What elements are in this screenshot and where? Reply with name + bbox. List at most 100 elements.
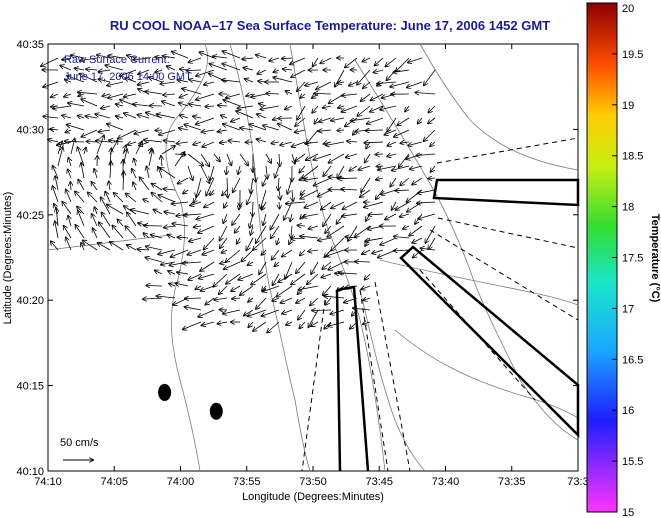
current-vector xyxy=(116,116,124,118)
current-vector xyxy=(392,201,397,210)
current-vector xyxy=(81,99,98,107)
current-vector xyxy=(338,178,358,179)
current-vector xyxy=(279,153,280,166)
current-vector xyxy=(278,177,279,190)
current-vector xyxy=(345,286,358,288)
current-vector xyxy=(342,214,358,216)
current-vector xyxy=(193,116,202,118)
current-vector xyxy=(295,153,306,161)
current-vector xyxy=(62,202,72,215)
current-vector xyxy=(223,213,228,223)
current-vector xyxy=(135,142,142,155)
current-vector xyxy=(396,190,410,191)
current-vector xyxy=(342,94,358,96)
current-vector xyxy=(138,115,150,119)
current-vector xyxy=(206,297,215,305)
current-vector xyxy=(84,148,86,155)
current-vector xyxy=(193,142,202,145)
current-vector xyxy=(377,166,384,167)
current-vector xyxy=(256,297,267,309)
current-vector xyxy=(151,235,163,239)
current-vector xyxy=(128,142,137,145)
current-vector xyxy=(329,153,345,163)
current-vector xyxy=(418,213,436,219)
colorbar-ticks: 20 19.5 19 18.5 18 17.5 17 16.5 16 15.5 15 xyxy=(612,2,643,518)
current-vector xyxy=(412,177,423,185)
current-vector xyxy=(133,104,150,106)
current-vector xyxy=(376,154,384,155)
current-vector xyxy=(51,94,59,97)
current-vector xyxy=(430,142,436,146)
current-vector xyxy=(285,106,293,109)
current-vector xyxy=(311,261,319,274)
current-vector xyxy=(349,165,358,171)
current-vector xyxy=(412,237,423,243)
current-vector xyxy=(220,225,228,241)
current-vector xyxy=(125,226,137,239)
current-vector xyxy=(107,205,124,215)
current-vector xyxy=(314,93,332,94)
current-vector xyxy=(338,82,345,83)
current-vector xyxy=(365,153,371,163)
current-vector xyxy=(226,93,241,98)
current-vector xyxy=(179,103,189,106)
current-vector xyxy=(263,177,266,186)
current-vector xyxy=(105,192,111,203)
current-vector xyxy=(168,271,176,274)
current-vector xyxy=(124,94,137,97)
current-vector xyxy=(240,285,254,295)
current-vector xyxy=(347,141,358,142)
current-vector xyxy=(55,222,59,239)
current-vector xyxy=(196,93,215,100)
current-vector xyxy=(257,69,267,74)
current-vector xyxy=(180,93,189,98)
current-vector xyxy=(273,273,280,285)
x-tick-label: 73:40 xyxy=(432,476,460,488)
current-vector xyxy=(239,153,248,165)
current-vector xyxy=(285,261,293,279)
current-vector xyxy=(320,57,332,63)
current-vector xyxy=(95,114,111,119)
current-vector xyxy=(172,202,189,204)
current-vector xyxy=(214,298,228,300)
current-vector xyxy=(413,249,423,258)
current-vector xyxy=(337,130,345,131)
current-vector xyxy=(381,189,397,195)
current-vector xyxy=(94,169,97,179)
current-vector xyxy=(172,224,189,226)
current-vector xyxy=(286,91,293,94)
current-vector xyxy=(363,58,371,62)
colorbar-tick-label: 16.5 xyxy=(622,354,643,366)
current-vector xyxy=(182,89,202,95)
current-vector xyxy=(302,165,319,178)
current-vector xyxy=(387,141,397,146)
current-vector xyxy=(363,322,371,324)
current-vector xyxy=(155,271,163,275)
current-vector xyxy=(116,104,124,106)
current-vector xyxy=(160,82,176,84)
current-vector xyxy=(127,213,137,227)
current-vector xyxy=(349,81,358,86)
current-vector xyxy=(220,142,228,143)
current-vector xyxy=(424,69,436,85)
current-vector xyxy=(75,192,85,203)
current-vector xyxy=(235,225,241,233)
current-vector xyxy=(313,57,319,66)
current-vector xyxy=(279,189,280,199)
current-vector xyxy=(322,273,332,278)
current-vector xyxy=(301,189,306,195)
colorbar-tick-label: 17.5 xyxy=(622,253,643,265)
current-vector xyxy=(305,201,319,208)
colorbar-tick-label: 15 xyxy=(622,507,634,518)
current-vector xyxy=(337,285,345,291)
current-vector xyxy=(265,153,271,163)
current-vector xyxy=(363,81,371,88)
current-vector xyxy=(272,298,280,301)
current-vector xyxy=(428,178,436,179)
current-vector xyxy=(60,66,72,71)
current-vector xyxy=(226,165,227,174)
current-vector xyxy=(242,249,254,261)
current-vector xyxy=(101,106,111,108)
current-vector xyxy=(86,69,98,70)
current-vector xyxy=(361,286,371,289)
